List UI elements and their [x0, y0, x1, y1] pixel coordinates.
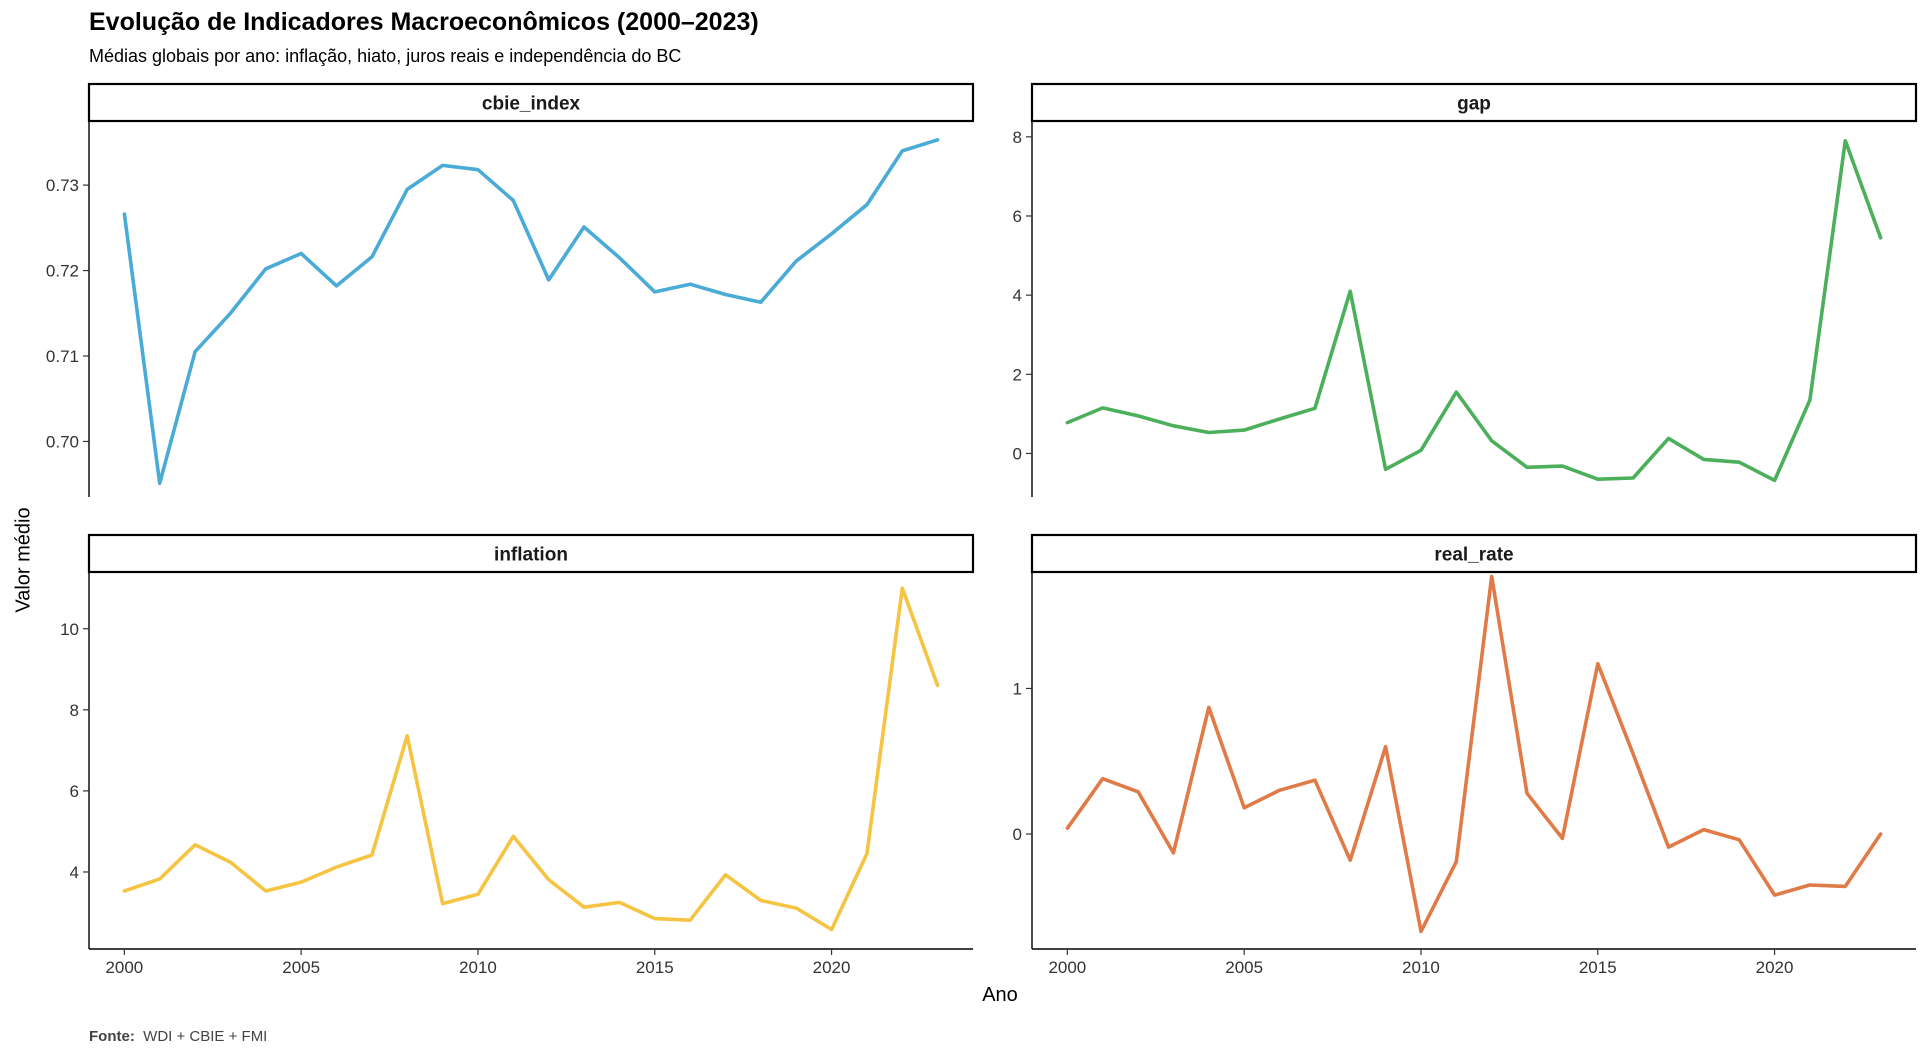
panel-strip-label-cbie_index: cbie_index — [482, 94, 581, 115]
x-tick-label: 2000 — [105, 958, 143, 977]
caption-text: WDI + CBIE + FMI — [143, 1028, 268, 1045]
x-tick-label: 2020 — [1756, 958, 1794, 977]
x-tick-label: 2005 — [1225, 958, 1263, 977]
panel-strip-gap — [1030, 82, 1918, 123]
y-tick-label: 4 — [70, 863, 79, 882]
x-tick-label: 2000 — [1048, 958, 1086, 977]
x-tick-label: 2020 — [813, 958, 851, 977]
y-tick-label: 0 — [1013, 444, 1022, 463]
x-tick-label: 2015 — [1579, 958, 1617, 977]
panel-strip-inflation — [87, 533, 975, 574]
y-tick-label: 0.70 — [46, 432, 79, 451]
caption: Fonte: WDI + CBIE + FMI — [89, 1028, 267, 1045]
panel-strip-label-gap: gap — [1457, 94, 1491, 115]
x-axis-title: Ano — [982, 984, 1018, 1006]
x-tick-label: 2010 — [459, 958, 497, 977]
y-tick-label: 6 — [1013, 207, 1022, 226]
series-line-real_rate — [1065, 574, 1883, 934]
series-line-gap — [1065, 139, 1883, 483]
y-tick-label: 0.71 — [46, 347, 79, 366]
y-tick-label: 8 — [70, 701, 79, 720]
y-tick-label: 0.73 — [46, 176, 79, 195]
y-tick-label: 6 — [70, 782, 79, 801]
y-tick-label: 2 — [1013, 365, 1022, 384]
chart-title: Evolução de Indicadores Macroeconômicos … — [89, 8, 759, 36]
chart-subtitle: Médias globais por ano: inflação, hiato,… — [89, 46, 682, 66]
y-tick-label: 1 — [1013, 679, 1022, 698]
x-tick-label: 2005 — [282, 958, 320, 977]
x-tick-label: 2010 — [1402, 958, 1440, 977]
y-axis-title: Valor médio — [12, 507, 35, 613]
y-tick-label: 0.72 — [46, 262, 79, 281]
y-tick-label: 4 — [1013, 286, 1022, 305]
panel-strip-label-inflation: inflation — [494, 545, 568, 566]
y-tick-label: 0 — [1013, 825, 1022, 844]
series-line-cbie_index — [122, 138, 940, 486]
caption-label: Fonte: — [89, 1028, 135, 1045]
panel-strip-label-real_rate: real_rate — [1434, 545, 1513, 566]
y-tick-label: 10 — [60, 620, 79, 639]
x-tick-label: 2015 — [636, 958, 674, 977]
panel-strip-cbie_index — [87, 82, 975, 123]
y-tick-label: 8 — [1013, 128, 1022, 147]
panel-strip-real_rate — [1030, 533, 1918, 574]
series-line-inflation — [122, 586, 940, 932]
